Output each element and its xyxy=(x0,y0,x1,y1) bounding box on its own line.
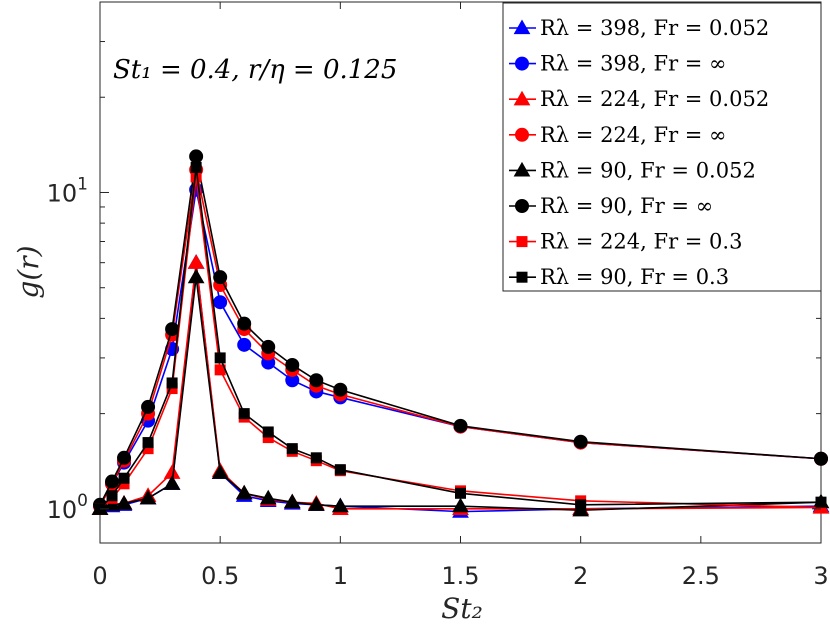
legend-label: Rλ = 90, Fr = 0.3 xyxy=(540,265,729,289)
legend-label: Rλ = 90, Fr = ∞ xyxy=(540,194,713,218)
legend: Rλ = 398, Fr = 0.052 Rλ = 398, Fr = ∞ Rλ =… xyxy=(502,2,822,292)
data-point xyxy=(117,450,132,465)
data-point xyxy=(214,352,226,364)
legend-item: Rλ = 224, Fr = ∞ xyxy=(509,123,727,147)
legend-box xyxy=(502,2,822,292)
legend-item: Rλ = 398, Fr = 0.052 xyxy=(509,16,769,40)
axis-layer: 0 0.5 1 1.5 2 2.5 3 100 101 xyxy=(47,1,829,590)
legend-marker xyxy=(513,90,531,106)
data-point xyxy=(142,437,154,449)
legend-label: Rλ = 224, Fr = ∞ xyxy=(540,123,727,147)
data-point xyxy=(262,426,274,438)
data-point xyxy=(452,497,469,513)
data-point xyxy=(331,497,349,513)
legend-marker xyxy=(516,236,528,248)
legend-item: Rλ = 90, Fr = 0.3 xyxy=(509,265,729,289)
data-point xyxy=(141,399,156,414)
data-point xyxy=(139,489,157,505)
x-tick-label: 0 xyxy=(92,562,107,590)
data-point xyxy=(187,268,205,284)
data-point xyxy=(259,489,277,505)
data-point xyxy=(307,496,325,511)
data-point xyxy=(187,254,205,269)
data-point xyxy=(166,377,178,389)
data-point xyxy=(103,496,121,511)
data-point xyxy=(261,339,276,354)
data-point xyxy=(334,464,346,476)
data-point xyxy=(213,295,228,310)
data-point xyxy=(573,434,588,449)
data-point xyxy=(814,451,828,466)
legend-marker xyxy=(515,127,529,142)
series-8 xyxy=(94,161,827,515)
data-point xyxy=(237,337,252,352)
legend-marker xyxy=(513,161,531,177)
legend-label: Rλ = 90, Fr = 0.052 xyxy=(540,158,756,182)
data-point xyxy=(310,452,322,464)
x-tick-label: 1.5 xyxy=(441,562,479,590)
legend-label: Rλ = 224, Fr = 0.052 xyxy=(540,87,769,111)
data-point xyxy=(189,149,204,164)
series-6 xyxy=(93,149,828,512)
data-point xyxy=(118,472,130,484)
legend-label: Rλ = 398, Fr = 0.052 xyxy=(540,16,769,40)
data-point xyxy=(455,487,466,499)
data-point xyxy=(213,270,228,285)
data-point xyxy=(333,382,348,397)
legend-item: Rλ = 224, Fr = 0.3 xyxy=(509,230,742,254)
legend-label: Rλ = 398, Fr = ∞ xyxy=(540,52,727,76)
x-tick-label: 0.5 xyxy=(201,562,239,590)
data-point xyxy=(453,418,468,433)
legend-item: Rλ = 398, Fr = ∞ xyxy=(509,52,727,76)
legend-marker xyxy=(515,56,529,71)
legend-item: Rλ = 90, Fr = 0.052 xyxy=(509,158,756,182)
data-point xyxy=(165,322,180,337)
data-point xyxy=(211,464,229,479)
data-point xyxy=(235,484,253,500)
series-layer xyxy=(91,149,830,518)
data-point xyxy=(163,475,181,490)
x-tick-label: 3 xyxy=(813,562,828,590)
data-point xyxy=(815,496,827,508)
legend-marker xyxy=(513,19,531,35)
y-tick-label: 100 xyxy=(47,491,88,524)
legend-item: Rλ = 224, Fr = 0.052 xyxy=(509,87,769,111)
x-axis-label: St₂ xyxy=(441,592,483,625)
x-tick-label: 1 xyxy=(333,562,348,590)
x-tick-label: 2.5 xyxy=(682,562,720,590)
data-point xyxy=(115,494,133,510)
data-point xyxy=(106,490,118,502)
x-tick-label: 2 xyxy=(573,562,588,590)
data-point xyxy=(575,499,587,511)
data-point xyxy=(286,443,298,455)
legend-marker xyxy=(516,271,528,283)
legend-label: Rλ = 224, Fr = 0.3 xyxy=(540,230,742,254)
annotation-text: St₁ = 0.4, r/η = 0.125 xyxy=(113,55,397,85)
legend-item: Rλ = 90, Fr = ∞ xyxy=(509,194,713,218)
y-axis-label: g(r) xyxy=(12,245,45,298)
data-point xyxy=(105,474,120,489)
legend-marker xyxy=(515,199,529,213)
data-point xyxy=(309,373,324,388)
data-point xyxy=(237,316,252,331)
data-point xyxy=(283,493,301,509)
data-point xyxy=(285,357,300,372)
data-point xyxy=(190,161,202,173)
y-tick-label: 101 xyxy=(47,174,88,207)
data-point xyxy=(238,408,250,420)
